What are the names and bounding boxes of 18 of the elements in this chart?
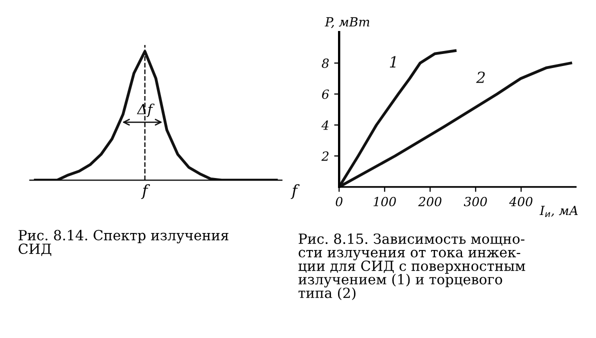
y-tick-label: 4 <box>321 120 328 130</box>
x-tick-label: 200 <box>418 196 442 206</box>
x-axis-title: I$_{и}$, мА <box>540 206 578 218</box>
y-axis-title: P, мВт <box>324 17 370 28</box>
x-axis-title: f <box>290 184 300 199</box>
x-tick-label: 0 <box>336 196 342 206</box>
x-tick-label: 100 <box>374 196 396 206</box>
y-tick-label: 2 <box>321 151 329 161</box>
text: Рис. 8.15. Зависимость мощно- сти излучения от тока инжек- ции для СИД с поверхностным излучением (1) и торцевого типа (2) <box>298 233 526 300</box>
series-label: 2 <box>476 72 485 83</box>
text: f <box>141 184 150 199</box>
x-tick-label: 400 <box>509 196 532 206</box>
series-label: 1 <box>390 56 396 68</box>
x-tick-label: 300 <box>464 196 487 206</box>
y-tick-label: 8 <box>322 58 329 68</box>
text: Рис. 8.14. Спектр излучения СИД <box>18 230 228 256</box>
annotation: Δf <box>136 104 155 118</box>
y-tick-label: 6 <box>322 90 329 99</box>
